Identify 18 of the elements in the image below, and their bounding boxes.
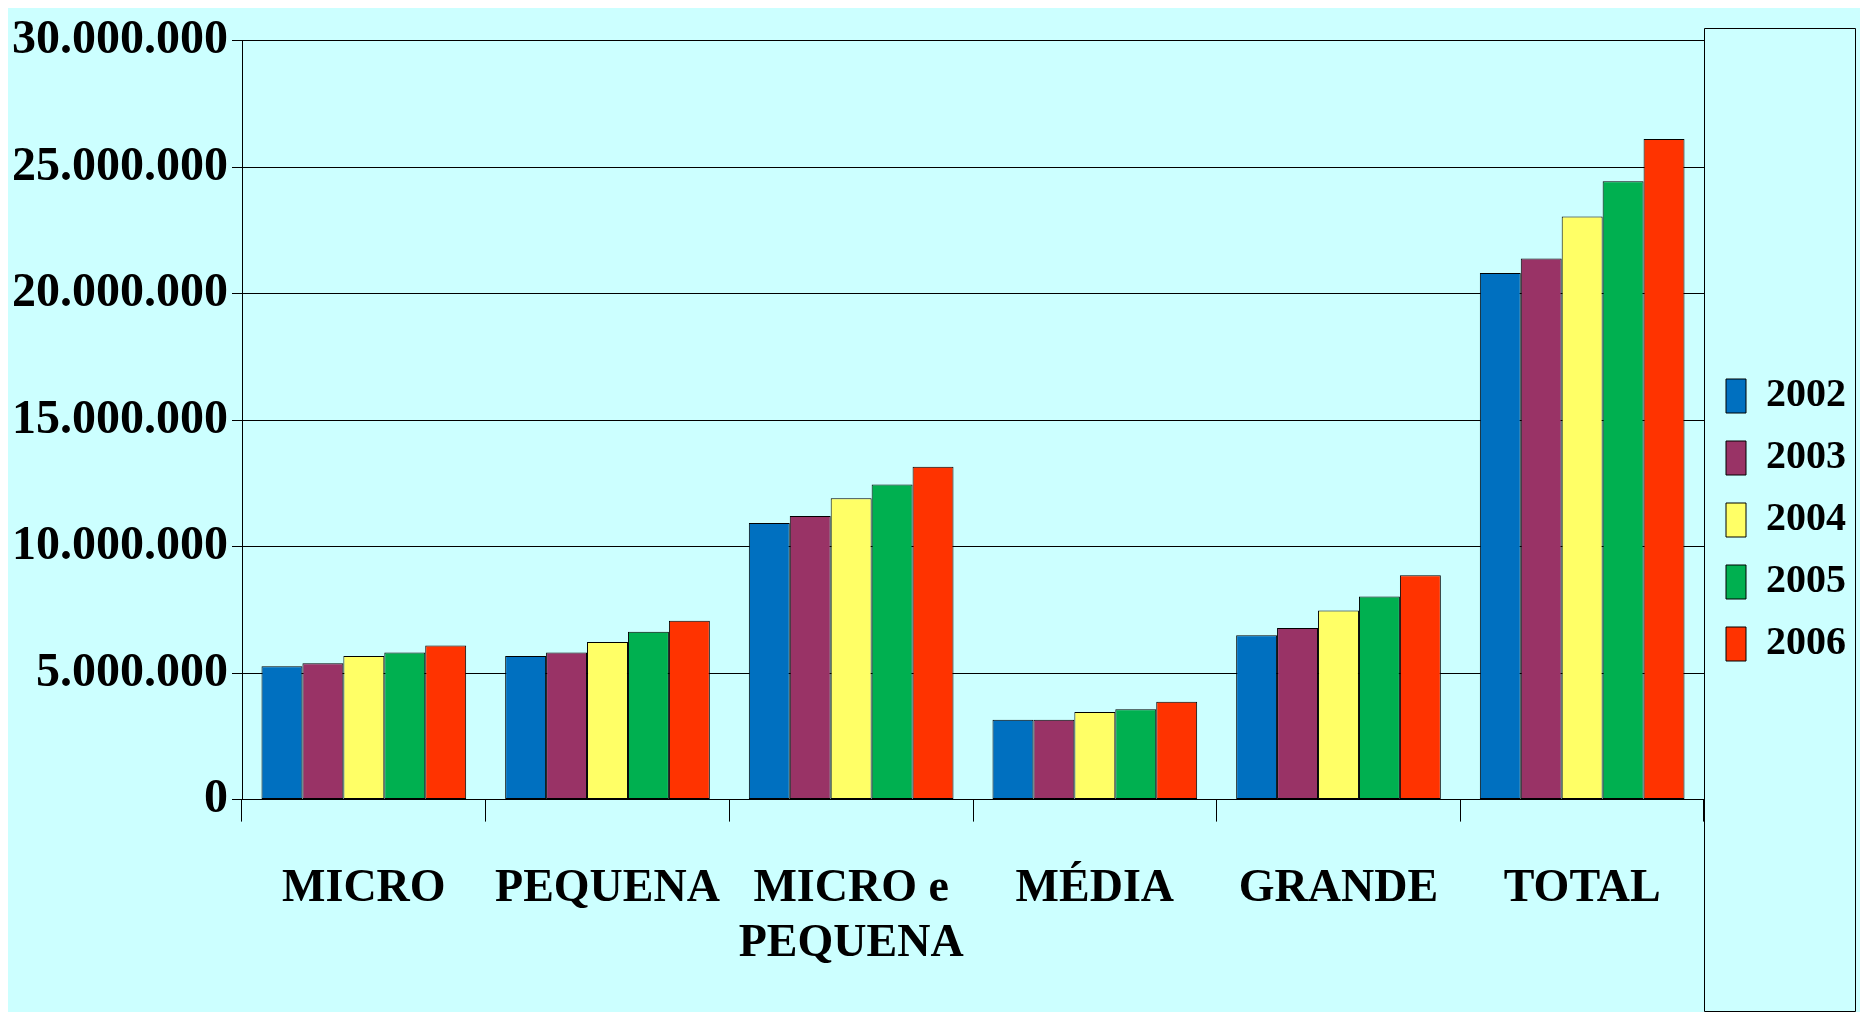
x-tick-label: TOTAL [1503,860,1661,912]
x-tick-label: MICRO [282,860,446,912]
legend-label: 2003 [1766,432,1846,478]
legend-label: 2002 [1766,370,1846,416]
x-tick-label: MÉDIA [1015,860,1175,912]
y-tick-label: 30.000.000 [12,10,228,64]
x-tick-label: PEQUENA [495,860,720,912]
y-tick-label: 10.000.000 [12,516,228,570]
legend-label: 2004 [1766,494,1846,540]
legend-label: 2006 [1766,618,1846,664]
x-tick-label: GRANDE [1238,860,1439,912]
y-tick-label: 25.000.000 [12,136,228,190]
y-tick-label: 0 [204,769,228,823]
x-tick-label: MICRO e PEQUENA [738,860,964,967]
y-tick-label: 5.000.000 [36,642,228,696]
y-tick-label: 15.000.000 [12,389,228,443]
legend-label: 2005 [1766,556,1846,602]
y-tick-label: 20.000.000 [12,263,228,317]
